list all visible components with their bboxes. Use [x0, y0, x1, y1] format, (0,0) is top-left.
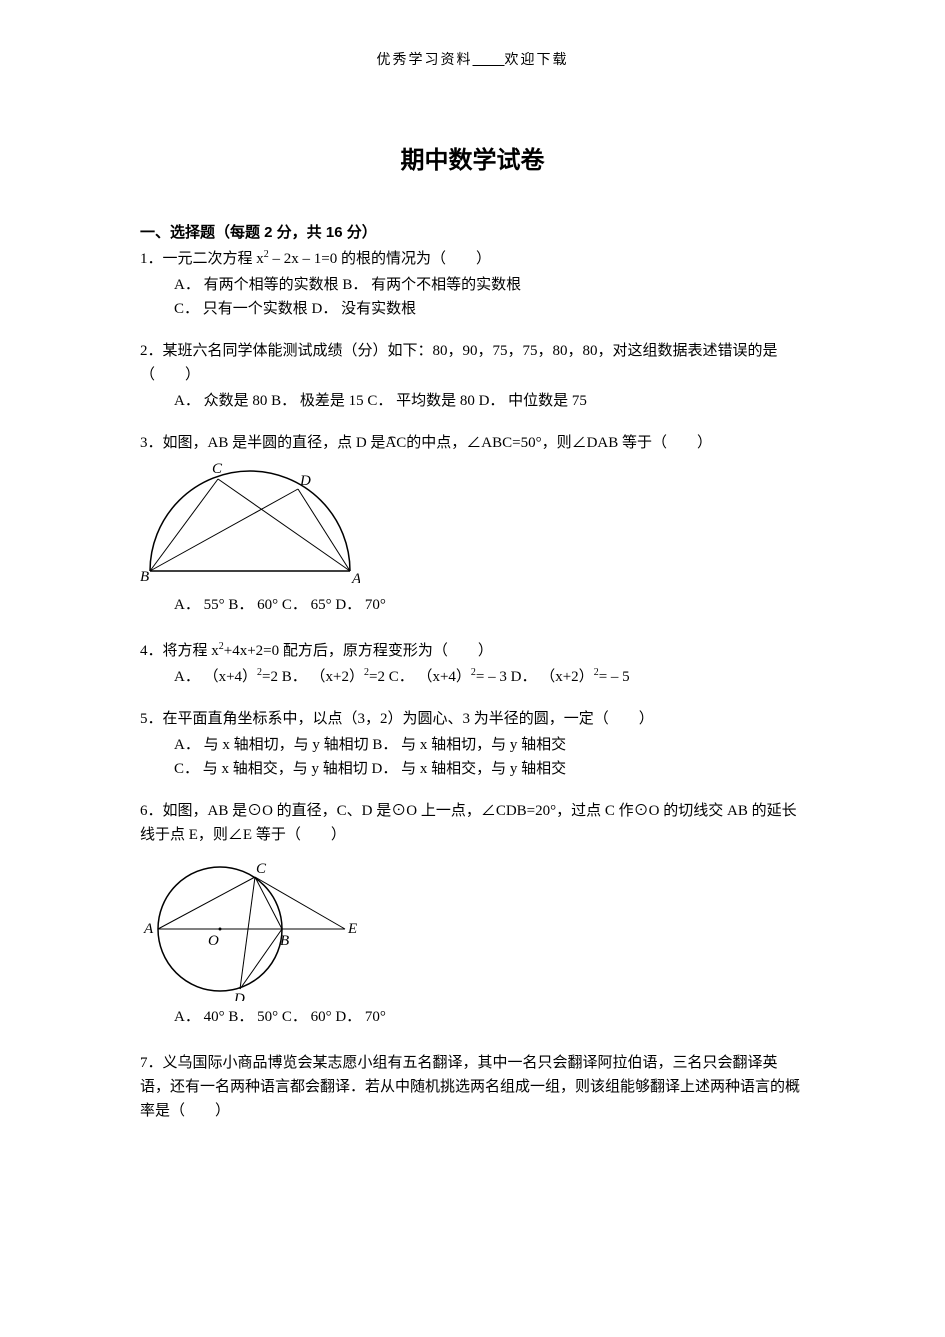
question-3: 3．如图，AB 是半圆的直径，点 D 是⌢AC的中点，∠ABC=50°，则∠DA… [140, 431, 805, 617]
q1-stem: 1．一元二次方程 x2 – 2x – 1=0 的根的情况为（ ） [140, 247, 805, 271]
header-left: 优秀学习资料 [377, 53, 473, 68]
svg-text:C: C [256, 861, 267, 877]
q2-stem: 2．某班六名同学体能测试成绩（分）如下：80，90，75，75，80，80，对这… [140, 339, 805, 387]
q3-options: A． 55° B． 60° C． 65° D． 70° [140, 593, 805, 617]
q5-options-2: C． 与 x 轴相交，与 y 轴相切 D． 与 x 轴相交，与 y 轴相交 [140, 757, 805, 781]
svg-text:D: D [233, 991, 245, 1001]
question-1: 1．一元二次方程 x2 – 2x – 1=0 的根的情况为（ ） A． 有两个相… [140, 247, 805, 321]
svg-text:E: E [347, 921, 357, 937]
svg-text:A: A [351, 571, 360, 587]
q6-options: A． 40° B． 50° C． 60° D． 70° [140, 1005, 805, 1029]
q1-options-1: A． 有两个相等的实数根 B． 有两个不相等的实数根 [140, 273, 805, 297]
page-title: 期中数学试卷 [140, 142, 805, 180]
question-2: 2．某班六名同学体能测试成绩（分）如下：80，90，75，75，80，80，对这… [140, 339, 805, 413]
svg-text:O: O [208, 933, 219, 949]
question-6: 6．如图，AB 是⊙O 的直径，C、D 是⊙O 上一点，∠CDB=20°，过点 … [140, 799, 805, 1029]
q4-options: A． （x+4）2=2 B． （x+2）2=2 C． （x+4）2= – 3 D… [140, 665, 805, 689]
question-4: 4．将方程 x2+4x+2=0 配方后，原方程变形为（ ） A． （x+4）2=… [140, 639, 805, 689]
q3-stem: 3．如图，AB 是半圆的直径，点 D 是⌢AC的中点，∠ABC=50°，则∠DA… [140, 431, 805, 455]
svg-text:B: B [280, 933, 289, 949]
q5-options-1: A． 与 x 轴相切，与 y 轴相切 B． 与 x 轴相切，与 y 轴相交 [140, 733, 805, 757]
page-header: 优秀学习资料 欢迎下载 [140, 50, 805, 72]
q2-options: A． 众数是 80 B． 极差是 15 C． 平均数是 80 D． 中位数是 7… [140, 389, 805, 413]
header-right: 欢迎下载 [505, 53, 569, 68]
svg-text:C: C [212, 461, 223, 477]
svg-text:D: D [299, 473, 311, 489]
q1-options-2: C． 只有一个实数根 D． 没有实数根 [140, 297, 805, 321]
section-1-header: 一、选择题（每题 2 分，共 16 分） [140, 221, 805, 245]
question-7: 7．义乌国际小商品博览会某志愿小组有五名翻译，其中一名只会翻译阿拉伯语，三名只会… [140, 1051, 805, 1123]
q3-figure: B A C D [140, 459, 360, 589]
svg-text:B: B [140, 569, 149, 585]
q5-stem: 5．在平面直角坐标系中，以点（3，2）为圆心、3 为半径的圆，一定（ ） [140, 707, 805, 731]
q6-figure: A C O B E D [140, 851, 360, 1001]
q6-stem: 6．如图，AB 是⊙O 的直径，C、D 是⊙O 上一点，∠CDB=20°，过点 … [140, 799, 805, 847]
q4-stem: 4．将方程 x2+4x+2=0 配方后，原方程变形为（ ） [140, 639, 805, 663]
q7-stem: 7．义乌国际小商品博览会某志愿小组有五名翻译，其中一名只会翻译阿拉伯语，三名只会… [140, 1051, 805, 1123]
question-5: 5．在平面直角坐标系中，以点（3，2）为圆心、3 为半径的圆，一定（ ） A． … [140, 707, 805, 781]
svg-text:A: A [143, 921, 154, 937]
